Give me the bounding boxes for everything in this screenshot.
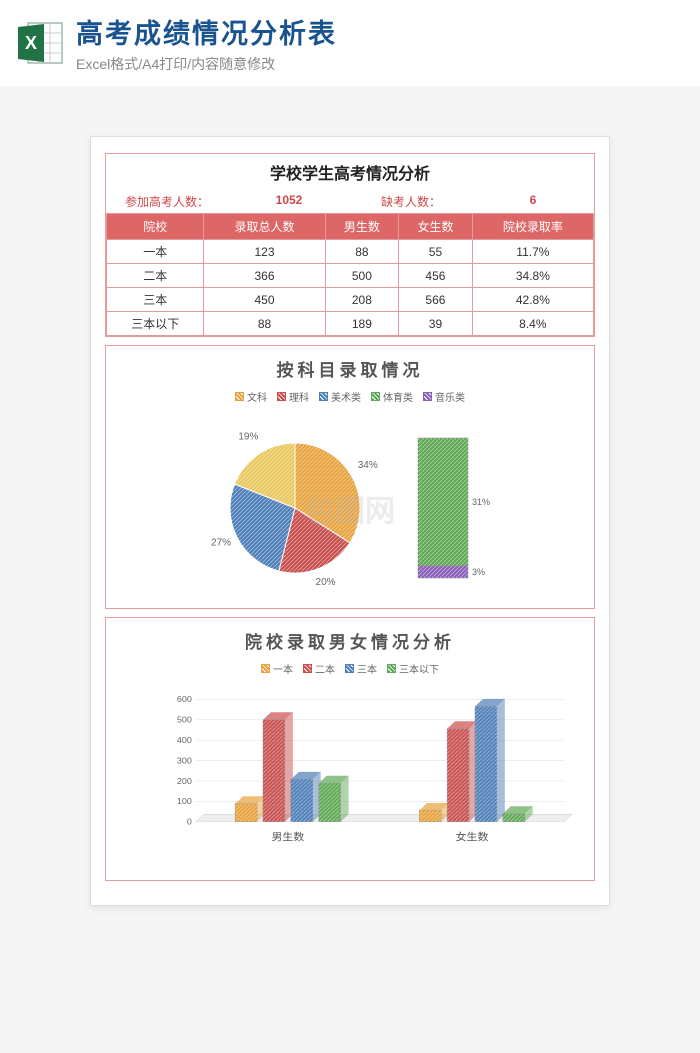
table-header: 录取总人数 [204, 214, 325, 240]
bar-chart: 0 100 200 300 400 500 600 男生数 女生数 [156, 690, 574, 850]
table-cell: 11.7% [472, 240, 593, 264]
table-row: 二本36650045634.8% [107, 264, 594, 288]
pie-chart-panel: 按科目录取情况 文科理科美术类体育类音乐类 34% 20% 27% 19% 3% 31%… [105, 345, 595, 609]
table-cell: 123 [204, 240, 325, 264]
data-table-panel: 学校学生高考情况分析 参加高考人数： 1052 缺考人数： 6 院校录取总人数男… [105, 153, 595, 337]
table-cell: 450 [204, 288, 325, 312]
svg-text:100: 100 [177, 796, 192, 806]
banner-title: 高考成绩情况分析表 [76, 12, 684, 51]
svg-text:27%: 27% [211, 538, 231, 549]
data-table: 院校录取总人数男生数女生数院校录取率 一本123885511.7%二本36650… [106, 213, 594, 336]
table-row: 三本45020856642.8% [107, 288, 594, 312]
table-cell: 500 [325, 264, 399, 288]
participants-label: 参加高考人数： [106, 190, 228, 213]
table-cell: 二本 [107, 264, 204, 288]
svg-text:20%: 20% [316, 577, 336, 588]
table-cell: 208 [325, 288, 399, 312]
svg-text:0: 0 [187, 817, 192, 827]
svg-text:200: 200 [177, 776, 192, 786]
legend-item: 理科 [277, 389, 309, 404]
page-wrapper: 学校学生高考情况分析 参加高考人数： 1052 缺考人数： 6 院校录取总人数男… [0, 86, 700, 926]
svg-text:300: 300 [177, 756, 192, 766]
template-banner: X 高考成绩情况分析表 Excel格式/A4打印/内容随意修改 [0, 0, 700, 86]
legend-item: 三本 [345, 661, 377, 676]
table-cell: 三本 [107, 288, 204, 312]
table-cell: 88 [204, 312, 325, 336]
table-header: 男生数 [325, 214, 399, 240]
participants-value: 1052 [228, 190, 350, 213]
banner-subtitle: Excel格式/A4打印/内容随意修改 [76, 54, 684, 74]
svg-text:男生数: 男生数 [271, 831, 304, 844]
table-cell: 55 [399, 240, 473, 264]
svg-text:19%: 19% [238, 431, 258, 442]
svg-text:3%: 3% [472, 567, 485, 577]
svg-text:31%: 31% [472, 497, 490, 507]
table-cell: 189 [325, 312, 399, 336]
excel-sheet: 学校学生高考情况分析 参加高考人数： 1052 缺考人数： 6 院校录取总人数男… [90, 136, 610, 906]
legend-item: 音乐类 [423, 389, 465, 404]
bar-chart-panel: 院校录取男女情况分析 一本二本三本三本以下 0 100 200 300 400 500 60… [105, 617, 595, 881]
pie-chart-area: 34%20%27%19% 3%31% 包图网 [106, 408, 594, 608]
absent-value: 6 [472, 190, 594, 213]
bar-chart-title: 院校录取男女情况分析 [106, 618, 594, 657]
svg-text:女生数: 女生数 [456, 831, 489, 844]
pie-chart-title: 按科目录取情况 [106, 346, 594, 385]
table-cell: 一本 [107, 240, 204, 264]
svg-text:X: X [25, 33, 37, 53]
bar-chart-area: 0 100 200 300 400 500 600 男生数 女生数 [106, 680, 594, 880]
table-cell: 88 [325, 240, 399, 264]
svg-text:34%: 34% [358, 460, 378, 471]
table-header: 院校录取率 [472, 214, 593, 240]
legend-item: 一本 [261, 661, 293, 676]
table-cell: 366 [204, 264, 325, 288]
table-cell: 456 [399, 264, 473, 288]
table-cell: 34.8% [472, 264, 593, 288]
pie-legend: 文科理科美术类体育类音乐类 [106, 385, 594, 408]
svg-text:400: 400 [177, 735, 192, 745]
table-row: 一本123885511.7% [107, 240, 594, 264]
table-cell: 39 [399, 312, 473, 336]
table-row: 三本以下88189398.4% [107, 312, 594, 336]
stack-bar: 3% 31% [410, 428, 490, 588]
legend-item: 文科 [235, 389, 267, 404]
excel-icon: X [16, 19, 64, 67]
table-cell: 三本以下 [107, 312, 204, 336]
legend-item: 美术类 [319, 389, 361, 404]
legend-item: 二本 [303, 661, 335, 676]
table-cell: 42.8% [472, 288, 593, 312]
svg-text:600: 600 [177, 694, 192, 704]
bar-legend: 一本二本三本三本以下 [106, 657, 594, 680]
absent-label: 缺考人数： [350, 190, 472, 213]
pie-chart: 34% 20% 27% 19% [210, 423, 380, 593]
svg-text:500: 500 [177, 715, 192, 725]
main-title: 学校学生高考情况分析 [106, 154, 594, 190]
legend-item: 体育类 [371, 389, 413, 404]
legend-item: 三本以下 [387, 661, 439, 676]
table-cell: 8.4% [472, 312, 593, 336]
summary-row: 参加高考人数： 1052 缺考人数： 6 [106, 190, 594, 213]
table-header: 院校 [107, 214, 204, 240]
table-cell: 566 [399, 288, 473, 312]
table-header: 女生数 [399, 214, 473, 240]
